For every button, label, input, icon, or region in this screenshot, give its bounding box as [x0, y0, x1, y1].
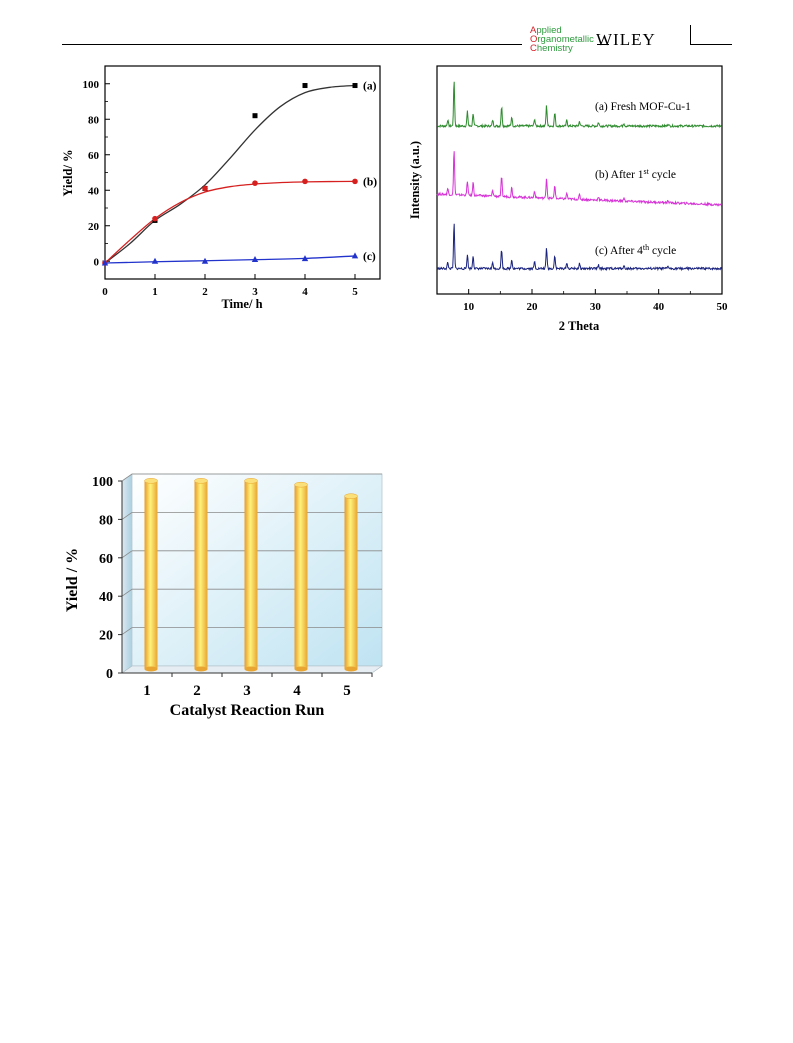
y-tick-label: 0	[106, 667, 113, 682]
bar-base	[294, 666, 308, 672]
xrd-pattern-1	[436, 151, 723, 207]
wiley-dash	[597, 44, 609, 45]
data-point	[351, 252, 359, 259]
bar	[194, 480, 208, 669]
fit-curve-2	[104, 255, 356, 264]
x-tick-label: 5	[352, 286, 358, 298]
y-tick-label: 80	[88, 114, 100, 126]
series-label: (b)	[363, 176, 377, 188]
bar-cap	[194, 478, 208, 484]
x-tick-label: 1	[143, 683, 151, 699]
x-tick-label: 40	[653, 301, 665, 313]
y-tick-label: 100	[83, 79, 100, 91]
y-tick-label: 60	[88, 150, 100, 162]
data-point	[202, 185, 208, 192]
x-tick-label: 30	[590, 301, 602, 313]
x-tick-label: 20	[527, 301, 539, 313]
x-tick-label: 0	[102, 286, 108, 298]
data-point	[301, 255, 309, 262]
bar-base	[244, 666, 258, 672]
data-point	[101, 259, 109, 266]
x-tick-label: 2	[193, 683, 201, 699]
bar	[294, 484, 308, 669]
gridline-side	[121, 512, 133, 520]
header-page-bar	[690, 25, 691, 45]
xrd-pattern-0	[436, 81, 723, 129]
y-tick-label: 40	[99, 590, 113, 605]
yield-time-chart: 0 20 40 60 80 100 0 1 2 3 4 5 (a) (b) (c) Time/ h Yi…	[61, 65, 381, 311]
bar-cap	[344, 493, 358, 499]
bar	[144, 480, 158, 669]
data-point	[352, 83, 358, 89]
bar-base	[194, 666, 208, 672]
bar	[344, 496, 358, 669]
data-point	[151, 257, 159, 264]
bar-base	[344, 666, 358, 672]
y-axis-label: Yield / %	[64, 548, 81, 612]
y-tick-label: 100	[92, 475, 113, 490]
gridline-side	[121, 550, 133, 559]
x-axis-label: Catalyst Reaction Run	[170, 702, 325, 719]
x-tick-label: 10	[463, 301, 475, 313]
data-point	[352, 178, 358, 185]
bar-base	[144, 666, 158, 672]
x-tick-label: 3	[252, 286, 258, 298]
x-tick-label: 3	[243, 683, 251, 699]
series-label: (a)	[363, 81, 377, 93]
gridline-side	[121, 473, 133, 482]
series-label: (c)	[363, 251, 376, 263]
pattern-label: (a) Fresh MOF-Cu-1	[595, 101, 691, 113]
x-tick-label: 50	[717, 301, 729, 313]
pattern-label: (b) After 1st cycle	[595, 167, 676, 182]
y-axis-label: Intensity (a.u.)	[408, 141, 422, 219]
xrd-pattern-2	[436, 223, 723, 272]
plot-frame	[104, 65, 381, 280]
x-tick-label: 4	[302, 286, 308, 298]
y-tick-label: 60	[99, 552, 113, 567]
header-rule-right	[690, 44, 732, 45]
x-axis-label: 2 Theta	[559, 319, 600, 333]
recycle-bar-chart: 0 20 40 60 80 100 1 2 3 4 5 Catalyst Reaction Run…	[64, 473, 383, 719]
x-tick-label: 2	[202, 286, 208, 298]
bar	[244, 480, 258, 669]
journal-logo: Applied Organometallic Chemistry	[530, 25, 594, 54]
gridline-side	[121, 627, 133, 635]
y-tick-label: 0	[94, 256, 100, 268]
data-point	[201, 257, 209, 264]
data-point	[302, 83, 308, 89]
y-tick-label: 40	[88, 185, 100, 197]
x-tick-label: 4	[293, 683, 301, 699]
gridline-side	[121, 588, 133, 597]
y-tick-label: 20	[99, 629, 113, 644]
x-axis-label: Time/ h	[221, 297, 262, 311]
data-point	[251, 255, 259, 262]
plot-frame	[436, 65, 723, 295]
x-tick-label: 5	[343, 683, 351, 699]
data-point	[252, 180, 258, 186]
data-point	[152, 215, 158, 222]
y-tick-label: 80	[99, 513, 113, 528]
y-axis-label: Yield/ %	[61, 149, 75, 196]
bar-cap	[144, 478, 158, 484]
bar-cap	[294, 481, 308, 488]
bar-cap	[244, 478, 258, 484]
fit-curve-0	[104, 84, 356, 264]
fit-curve-1	[104, 180, 356, 264]
publisher-logo: WILEY	[596, 30, 656, 49]
xrd-chart: 10 20 30 40 50 (a) Fresh MOF-Cu-1 (b) After 1…	[408, 65, 729, 333]
header-rule	[62, 44, 522, 45]
y-tick-label: 20	[88, 221, 100, 233]
x-tick-label: 1	[152, 286, 158, 298]
chart-side-wall	[122, 474, 132, 673]
data-point	[252, 113, 258, 119]
data-point	[302, 178, 308, 185]
pattern-label: (c) After 4th cycle	[595, 243, 676, 258]
